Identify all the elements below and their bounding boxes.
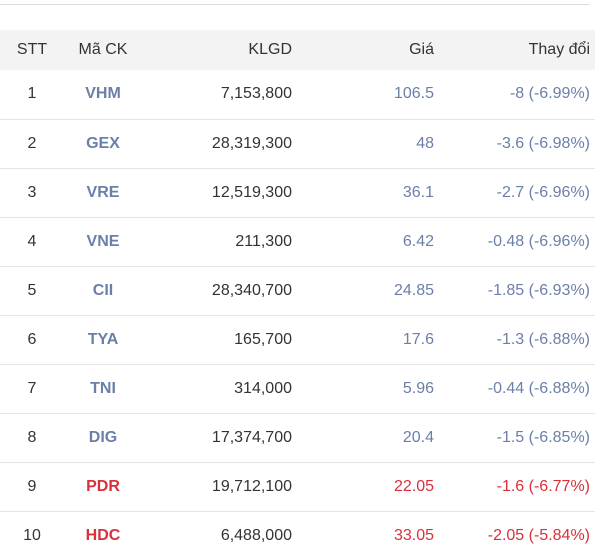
change-cell: -2.05 (-5.84%) — [487, 526, 590, 544]
volume-cell: 12,519,300 — [211, 183, 292, 201]
table-row[interactable]: 8 DIG 17,374,700 20.4 -1.5 (-6.85%) — [0, 413, 595, 462]
volume-cell: 28,319,300 — [211, 134, 292, 152]
rank-cell: 9 — [27, 477, 37, 495]
stock-code-link[interactable]: CII — [92, 281, 114, 299]
volume-cell: 19,712,100 — [211, 477, 292, 495]
price-cell: 106.5 — [393, 85, 434, 103]
change-cell: -3.6 (-6.98%) — [496, 134, 590, 152]
column-header-stt[interactable]: STT — [16, 41, 48, 58]
volume-cell: 7,153,800 — [220, 85, 292, 103]
stock-code-link[interactable]: HDC — [85, 526, 121, 544]
price-cell: 17.6 — [402, 330, 434, 348]
stock-code-link[interactable]: DIG — [88, 428, 118, 446]
column-header-price[interactable]: Giá — [409, 41, 434, 58]
table-row[interactable]: 7 TNI 314,000 5.96 -0.44 (-6.88%) — [0, 364, 595, 413]
stock-code-link[interactable]: VHM — [85, 85, 121, 103]
change-cell: -8 (-6.99%) — [509, 85, 590, 103]
stock-movers-table: STT Mã CK KLGD Giá Thay đổi 1 VHM 7,153,… — [0, 30, 595, 560]
volume-cell: 165,700 — [234, 330, 292, 348]
table-row[interactable]: 5 CII 28,340,700 24.85 -1.85 (-6.93%) — [0, 266, 595, 315]
change-cell: -1.3 (-6.88%) — [496, 330, 590, 348]
volume-cell: 17,374,700 — [211, 428, 292, 446]
table-row[interactable]: 10 HDC 6,488,000 33.05 -2.05 (-5.84%) — [0, 511, 595, 560]
price-cell: 33.05 — [393, 526, 434, 544]
rank-cell: 8 — [27, 428, 37, 446]
table-row[interactable]: 2 GEX 28,319,300 48 -3.6 (-6.98%) — [0, 119, 595, 168]
stock-code-link[interactable]: VNE — [86, 232, 120, 250]
table-row[interactable]: 1 VHM 7,153,800 106.5 -8 (-6.99%) — [0, 70, 595, 119]
table-row[interactable]: 9 PDR 19,712,100 22.05 -1.6 (-6.77%) — [0, 462, 595, 511]
volume-cell: 6,488,000 — [220, 526, 292, 544]
change-cell: -1.85 (-6.93%) — [487, 281, 590, 299]
stock-code-link[interactable]: GEX — [86, 134, 120, 152]
column-header-volume[interactable]: KLGD — [248, 41, 292, 58]
change-cell: -0.48 (-6.96%) — [487, 232, 590, 250]
change-cell: -1.5 (-6.85%) — [496, 428, 590, 446]
rank-cell: 5 — [27, 281, 37, 299]
column-header-change[interactable]: Thay đổi — [528, 41, 590, 58]
price-cell: 22.05 — [393, 477, 434, 495]
price-cell: 20.4 — [402, 428, 434, 446]
rank-cell: 2 — [27, 134, 37, 152]
header-row: STT Mã CK KLGD Giá Thay đổi — [0, 30, 595, 70]
table-row[interactable]: 4 VNE 211,300 6.42 -0.48 (-6.96%) — [0, 217, 595, 266]
stock-code-link[interactable]: VRE — [86, 183, 120, 201]
change-cell: -2.7 (-6.96%) — [496, 183, 590, 201]
volume-cell: 211,300 — [235, 232, 292, 250]
change-cell: -1.6 (-6.77%) — [496, 477, 590, 495]
rank-cell: 10 — [23, 526, 41, 544]
price-cell: 36.1 — [402, 183, 434, 201]
rank-cell: 3 — [27, 183, 37, 201]
volume-cell: 314,000 — [234, 379, 292, 397]
stock-code-link[interactable]: TNI — [90, 379, 116, 397]
rank-cell: 6 — [27, 330, 37, 348]
column-header-code[interactable]: Mã CK — [78, 41, 128, 58]
table-header: STT Mã CK KLGD Giá Thay đổi — [0, 30, 595, 70]
table-row[interactable]: 3 VRE 12,519,300 36.1 -2.7 (-6.96%) — [0, 168, 595, 217]
price-cell: 5.96 — [402, 379, 434, 397]
table-row[interactable]: 6 TYA 165,700 17.6 -1.3 (-6.88%) — [0, 315, 595, 364]
rank-cell: 1 — [27, 85, 37, 103]
stock-code-link[interactable]: TYA — [87, 330, 119, 348]
price-cell: 6.42 — [402, 232, 434, 250]
stock-code-link[interactable]: PDR — [86, 477, 120, 495]
table-body: 1 VHM 7,153,800 106.5 -8 (-6.99%) 2 GEX … — [0, 70, 595, 560]
rank-cell: 4 — [27, 232, 37, 250]
volume-cell: 28,340,700 — [211, 281, 292, 299]
price-cell: 24.85 — [393, 281, 434, 299]
rank-cell: 7 — [27, 379, 37, 397]
top-divider — [0, 4, 590, 5]
price-cell: 48 — [416, 134, 434, 152]
change-cell: -0.44 (-6.88%) — [487, 379, 590, 397]
